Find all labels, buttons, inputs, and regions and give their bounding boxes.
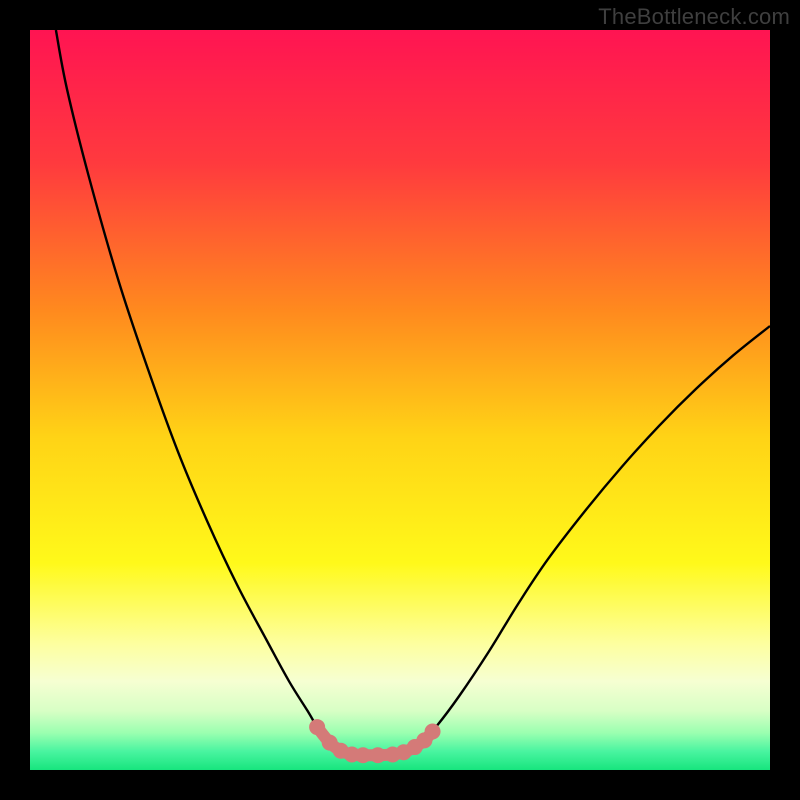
- chart-background: [30, 30, 770, 770]
- chart-stage: TheBottleneck.com: [0, 0, 800, 800]
- optimal-marker: [309, 719, 325, 735]
- optimal-marker: [370, 747, 386, 763]
- optimal-marker: [425, 724, 441, 740]
- optimal-marker: [355, 747, 371, 763]
- watermark-label: TheBottleneck.com: [598, 4, 790, 30]
- bottleneck-chart: [0, 0, 800, 800]
